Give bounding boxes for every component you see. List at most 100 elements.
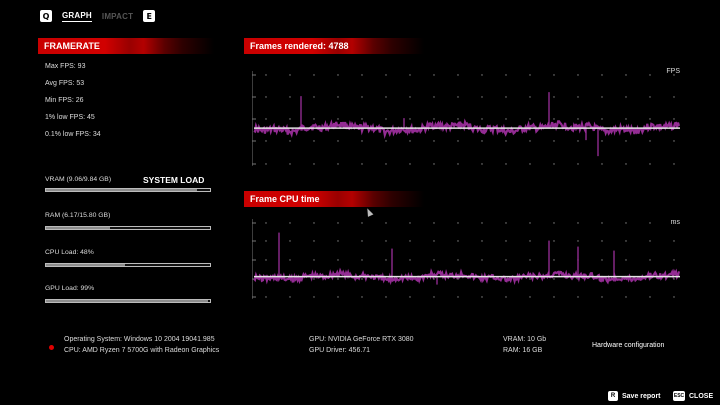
cpu-grid-dot	[433, 296, 435, 298]
cpu-grid-dot	[505, 222, 507, 224]
cpu-grid-dot	[601, 222, 603, 224]
fps-grid-dot	[625, 163, 627, 165]
cpu-grid-dot	[529, 259, 531, 261]
cpu-grid-dot	[553, 222, 555, 224]
fps-grid-dot	[265, 74, 267, 76]
fps-grid-dot	[265, 118, 267, 120]
fps-grid-dot	[529, 163, 531, 165]
fps-grid-dot	[529, 118, 531, 120]
cpu-grid-dot	[649, 240, 651, 242]
cpu-chart-svg: ms 39 28 20 14 10	[252, 219, 680, 299]
cpu-grid-dot	[409, 222, 411, 224]
fps-grid-dot	[577, 163, 579, 165]
cpu-grid-dot	[553, 278, 555, 280]
fps-grid-dot	[553, 96, 555, 98]
cpu-grid-dot	[577, 296, 579, 298]
fps-grid-dot	[409, 163, 411, 165]
fps-grid-dot	[337, 96, 339, 98]
cpu-grid-dot	[385, 240, 387, 242]
fps-grid-dot	[505, 118, 507, 120]
cpu-grid-dot	[385, 259, 387, 261]
vram-bar-fill	[46, 189, 197, 191]
os-info: Operating System: Windows 10 2004 19041.…	[64, 336, 215, 343]
cpu-grid-dot	[601, 259, 603, 261]
fps-grid-dot	[601, 118, 603, 120]
fps-grid-dot	[625, 118, 627, 120]
gpu-driver-info: GPU Driver: 456.71	[309, 347, 371, 354]
vram-label: VRAM (9.06/9.84 GB)	[45, 176, 112, 183]
cpu-grid-dot	[673, 259, 675, 261]
cpu-load-bar-fill	[46, 264, 125, 266]
esc-key-icon: ESC	[673, 391, 685, 401]
fps-grid-dot	[553, 163, 555, 165]
hardware-configuration-link[interactable]: Hardware configuration	[592, 342, 665, 349]
fps-grid-dot	[553, 140, 555, 142]
gpu-info: GPU: NVIDIA GeForce RTX 3080	[309, 336, 414, 343]
fps-grid-dot	[433, 96, 435, 98]
cpu-grid-dot	[625, 222, 627, 224]
cpu-grid-dot	[529, 296, 531, 298]
cpu-load-label: CPU Load: 48%	[45, 249, 94, 256]
cpu-grid-dot	[409, 259, 411, 261]
fps-grid-dot	[433, 118, 435, 120]
fps-grid-dot	[601, 74, 603, 76]
tab-graph[interactable]: GRAPH	[62, 10, 92, 22]
cpu-grid-dot	[385, 222, 387, 224]
cpu-grid-dot	[433, 222, 435, 224]
cpu-grid-dot	[313, 296, 315, 298]
cpu-grid-dot	[337, 259, 339, 261]
fps-grid-dot	[673, 163, 675, 165]
q-key-icon[interactable]: Q	[40, 10, 52, 22]
cpu-grid-dot	[457, 278, 459, 280]
fps-series-line	[253, 118, 681, 140]
tab-impact[interactable]: IMPACT	[101, 11, 134, 21]
fps-grid-dot	[265, 96, 267, 98]
fps-grid-dot	[529, 74, 531, 76]
fps-grid-dot	[289, 163, 291, 165]
fps-chart-svg: FPS 93 76 59 42 26	[252, 68, 681, 166]
cpu-grid-dot	[529, 222, 531, 224]
fps-grid-dot	[289, 74, 291, 76]
cpu-grid-dot	[457, 240, 459, 242]
cpu-grid-dot	[649, 296, 651, 298]
cpu-grid-dot	[361, 259, 363, 261]
fps-grid-dot	[673, 118, 675, 120]
cpu-grid-dot	[337, 222, 339, 224]
fps-grid-dot	[385, 118, 387, 120]
cpu-grid-dot	[385, 296, 387, 298]
cpu-grid-dot	[337, 240, 339, 242]
fps-grid-dot	[481, 118, 483, 120]
fps-grid-dot	[481, 96, 483, 98]
cpu-chart-title: Frame CPU time	[250, 194, 320, 204]
fps-grid-dot	[577, 96, 579, 98]
fps-grid-dot	[505, 96, 507, 98]
cpu-grid-dot	[289, 222, 291, 224]
fps-grid-dot	[481, 163, 483, 165]
min-fps-stat: Min FPS: 26	[45, 97, 84, 104]
fps-grid-dot	[313, 96, 315, 98]
top-navigation: Q GRAPH IMPACT E	[40, 10, 156, 22]
cpu-grid-dot	[361, 240, 363, 242]
gpu-load-label: GPU Load: 99%	[45, 285, 95, 292]
fps-grid-dot	[433, 74, 435, 76]
cpu-grid-dot	[553, 240, 555, 242]
fps-grid-dot	[337, 163, 339, 165]
fps-grid-dot	[289, 96, 291, 98]
fps-grid-dot	[673, 140, 675, 142]
fps-grid-dot	[457, 140, 459, 142]
fps-grid-dot	[601, 140, 603, 142]
framerate-title: FRAMERATE	[44, 41, 100, 51]
fps-grid-dot	[385, 74, 387, 76]
fps-grid-dot	[313, 118, 315, 120]
save-report-button[interactable]: R Save report	[608, 391, 661, 401]
fps-grid-dot	[649, 163, 651, 165]
point-one-percent-low-stat: 0.1% low FPS: 34	[45, 131, 101, 138]
fps-grid-dot	[649, 118, 651, 120]
close-button[interactable]: ESC CLOSE	[673, 391, 713, 401]
fps-grid-dot	[577, 74, 579, 76]
e-key-icon[interactable]: E	[143, 10, 156, 22]
ram-bar-fill	[46, 227, 110, 229]
cpu-grid-dot	[313, 240, 315, 242]
cpu-grid-dot	[529, 278, 531, 280]
close-label: CLOSE	[689, 392, 714, 400]
